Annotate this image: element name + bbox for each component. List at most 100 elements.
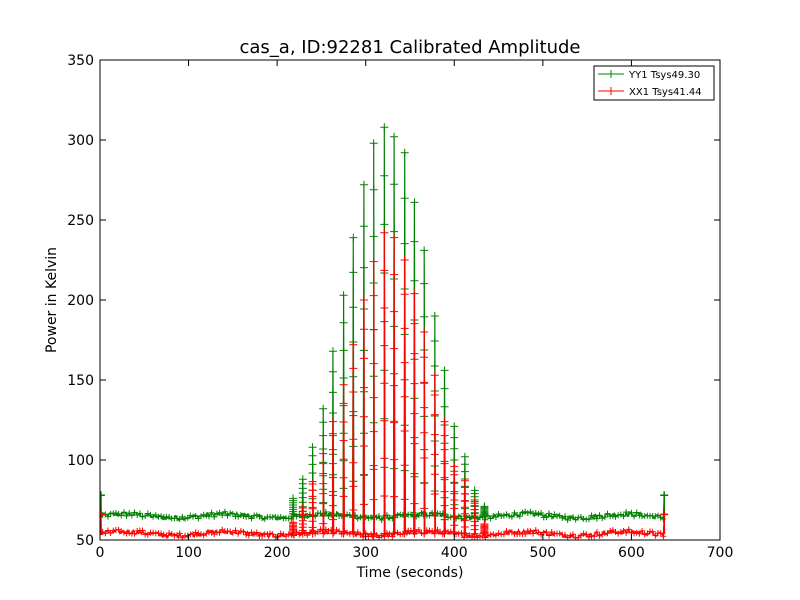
y-tick-label: 100	[67, 453, 94, 469]
peak-point	[328, 515, 337, 524]
data-point	[267, 530, 274, 537]
peak-point	[400, 256, 409, 264]
peak-point	[420, 246, 429, 255]
data-point	[492, 514, 499, 521]
peak-point	[339, 529, 348, 538]
peak-point	[339, 291, 348, 300]
peak-point	[390, 492, 399, 501]
data-point	[567, 515, 574, 522]
peak-point	[440, 529, 449, 538]
peak-point	[470, 497, 479, 506]
peak-point	[369, 393, 378, 402]
y-tick-label: 300	[67, 133, 94, 149]
peak-point	[400, 290, 409, 299]
peak-point	[420, 504, 429, 513]
peak-point	[328, 529, 337, 538]
data-point	[100, 531, 103, 538]
peak-point	[380, 266, 389, 275]
peak-point	[339, 455, 348, 464]
data-point	[639, 527, 646, 534]
data-point	[205, 529, 212, 536]
peak-point	[359, 412, 368, 421]
peak-point	[319, 449, 328, 458]
peak-point	[410, 469, 419, 478]
peak-point	[328, 417, 337, 426]
data-point	[469, 534, 475, 540]
peak-point	[328, 473, 337, 482]
peak-point	[359, 296, 368, 304]
peak-point	[319, 469, 328, 478]
data-point	[426, 512, 433, 519]
data-point	[336, 528, 343, 535]
peak-point	[369, 185, 378, 194]
peak-point	[400, 427, 409, 435]
data-point	[601, 513, 608, 520]
peak-point	[390, 307, 399, 316]
peak-point	[450, 487, 459, 496]
data-point	[277, 530, 284, 537]
data-point	[314, 529, 321, 536]
peak-point	[349, 506, 358, 514]
peak-point	[328, 445, 337, 454]
data-point	[490, 513, 497, 520]
x-tick-label: 300	[352, 545, 379, 561]
peak-point	[369, 529, 378, 538]
peak-point	[420, 279, 429, 288]
peak-point	[400, 324, 409, 333]
data-point	[112, 509, 119, 516]
data-point	[623, 529, 630, 536]
peak-point	[359, 180, 368, 189]
data-point	[604, 510, 611, 517]
peak-point	[349, 411, 358, 420]
data-point	[184, 532, 191, 539]
peak-point	[328, 501, 337, 510]
peak-point	[410, 319, 419, 328]
data-point	[559, 514, 566, 521]
data-point	[118, 512, 125, 519]
peak-point	[420, 529, 429, 538]
data-point	[583, 531, 590, 538]
peak-point	[430, 362, 439, 370]
peak-point	[319, 509, 328, 518]
data-point	[508, 513, 515, 520]
data-point	[176, 530, 183, 537]
peak-point	[390, 529, 399, 538]
data-point	[174, 515, 181, 522]
peak-point	[430, 312, 439, 320]
data-point	[535, 510, 542, 517]
peak-point	[380, 304, 389, 312]
data-point	[357, 514, 364, 521]
data-point	[272, 514, 279, 521]
peak-point	[450, 433, 459, 442]
data-point	[580, 530, 587, 537]
peak-point	[380, 171, 389, 180]
peak-point	[298, 504, 307, 512]
data-point	[522, 508, 529, 515]
data-point	[657, 530, 664, 537]
peak-point	[349, 388, 358, 396]
data-point	[540, 529, 547, 536]
data-point	[524, 510, 531, 517]
data-point	[660, 533, 667, 540]
peak-point	[400, 358, 409, 367]
peak-point	[369, 291, 378, 300]
peak-point	[308, 443, 317, 452]
data-point	[418, 510, 425, 517]
peak-point	[450, 496, 459, 504]
peak-point	[349, 268, 358, 277]
peak-point	[328, 409, 337, 417]
peak-point	[390, 132, 399, 141]
peak-point	[349, 233, 358, 242]
data-point	[543, 528, 550, 535]
data-point	[245, 532, 252, 539]
data-point	[569, 531, 576, 538]
data-point	[227, 510, 234, 517]
data-point	[386, 514, 393, 521]
data-point	[195, 530, 202, 537]
peak-point	[390, 344, 399, 353]
peak-point	[420, 328, 429, 336]
peak-point	[359, 354, 368, 363]
x-tick-label: 200	[264, 545, 291, 561]
data-point	[607, 527, 614, 534]
data-point	[530, 530, 537, 537]
